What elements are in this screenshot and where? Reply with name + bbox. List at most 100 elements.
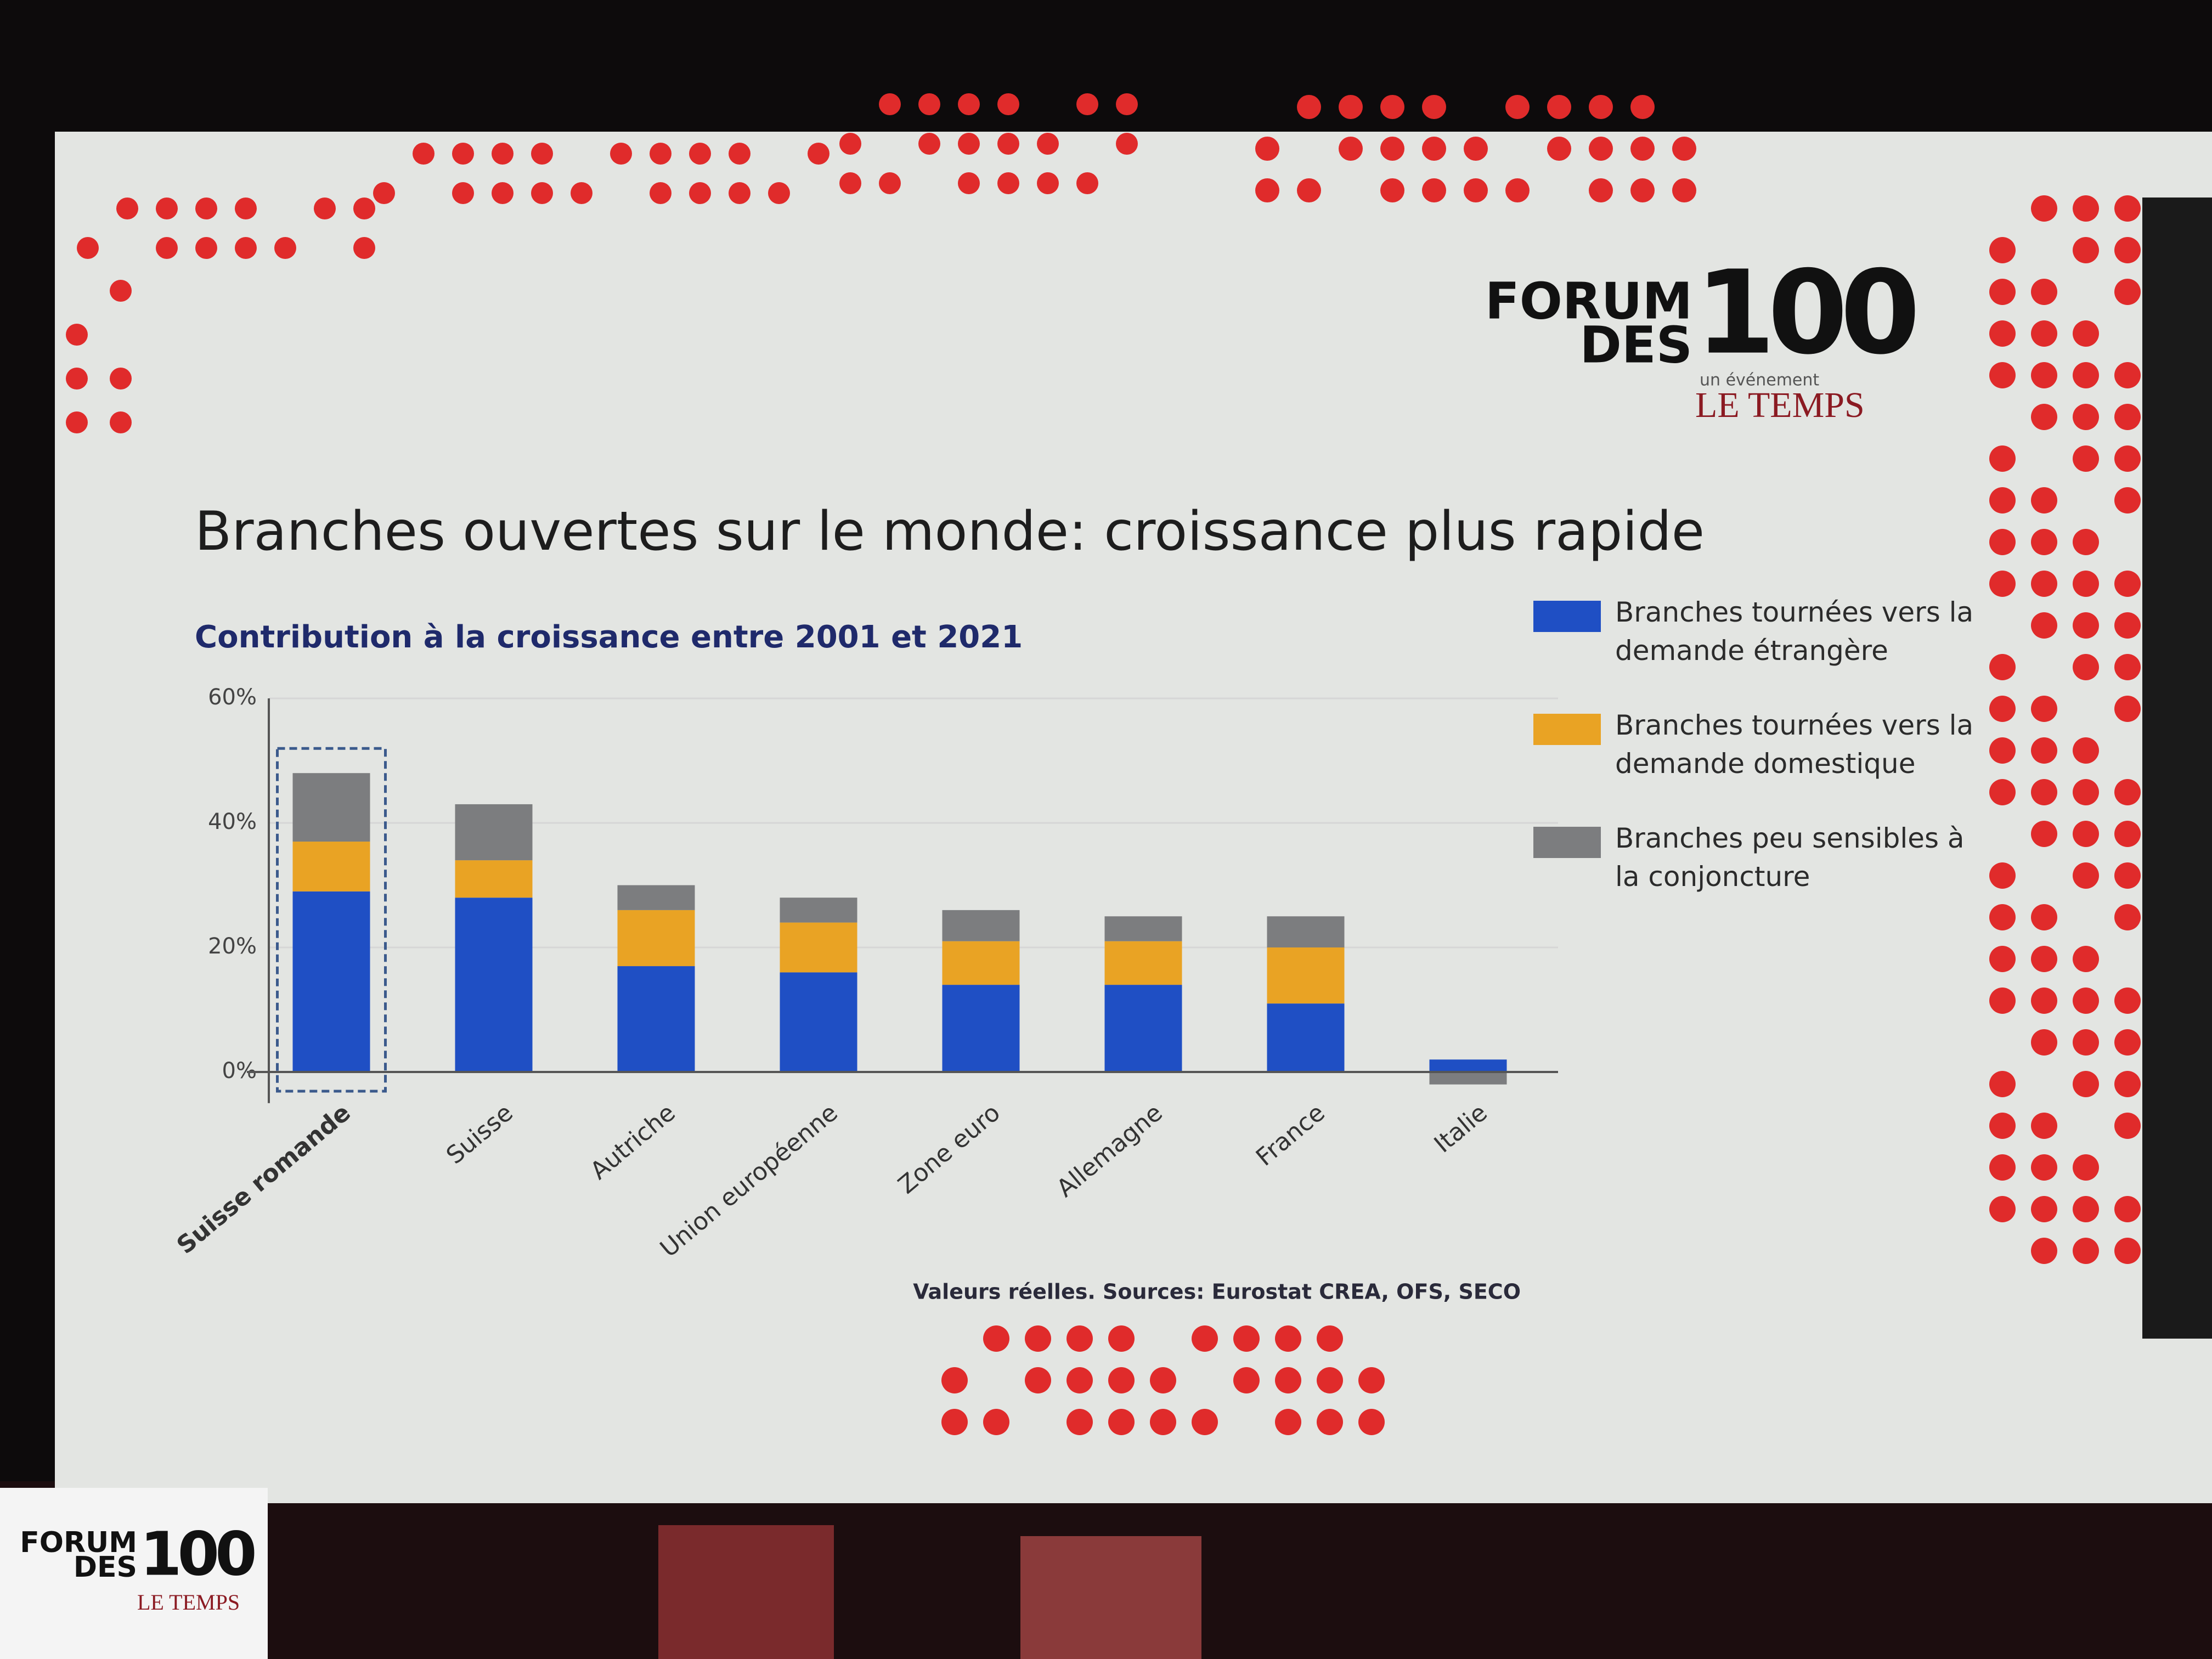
dot [66, 324, 88, 346]
bar-segment [292, 891, 370, 1072]
dot [274, 237, 296, 259]
dot [452, 182, 474, 204]
logo-tagline: un événement [1700, 371, 1819, 390]
dot [941, 1409, 968, 1435]
legend-swatch [1533, 827, 1601, 858]
dot [413, 143, 435, 165]
bar-segment [942, 941, 1020, 985]
bar-segment [1429, 1072, 1507, 1085]
bar-segment [455, 804, 533, 861]
dot [1547, 95, 1571, 119]
dot [1317, 1367, 1343, 1393]
dot [2031, 612, 2057, 639]
dot [1297, 95, 1321, 119]
legend-label: Branches tournées vers la demande domest… [1615, 709, 1974, 780]
dot [1547, 137, 1571, 161]
legend-swatch [1533, 714, 1601, 745]
dot [353, 237, 375, 259]
dot [110, 368, 132, 390]
dot [1066, 1325, 1093, 1352]
dot [1630, 178, 1655, 202]
dot [1989, 654, 2016, 680]
dot [997, 133, 1019, 155]
dot [1505, 95, 1530, 119]
dot [1108, 1409, 1135, 1435]
dot [839, 133, 861, 155]
dot [1275, 1367, 1301, 1393]
dot [2114, 237, 2141, 263]
dot [195, 237, 217, 259]
dot [918, 93, 940, 115]
dot [2073, 320, 2099, 347]
dot [2073, 946, 2099, 972]
dot [2073, 1029, 2099, 1056]
dot [2031, 1196, 2057, 1222]
logo-text: DES [1580, 315, 1692, 374]
dot [2031, 571, 2057, 597]
dot [2114, 571, 2141, 597]
y-tick-label: 20% [208, 934, 257, 959]
stage-logo-text: FORUM [20, 1526, 137, 1559]
dot [1672, 137, 1696, 161]
stage-logo-panel [0, 1488, 268, 1659]
dot [1989, 862, 2016, 889]
dot [1255, 137, 1279, 161]
dot [2114, 612, 2141, 639]
dot [492, 182, 514, 204]
dot [2114, 862, 2141, 889]
dot [2031, 487, 2057, 514]
dot [1989, 279, 2016, 305]
dot [2031, 904, 2057, 930]
dot [110, 411, 132, 433]
dot [1630, 95, 1655, 119]
dot [768, 182, 790, 204]
chart-subtitle: Contribution à la croissance entre 2001 … [195, 619, 1023, 655]
dot [2031, 1238, 2057, 1264]
dot [1989, 237, 2016, 263]
dot [1422, 95, 1446, 119]
side-panel [2142, 198, 2212, 1339]
dot [729, 182, 751, 204]
dot [1989, 362, 2016, 388]
dot [1192, 1409, 1218, 1435]
bar-segment [617, 910, 695, 967]
logo-brand: LE TEMPS [1695, 385, 1865, 425]
y-tick-label: 40% [208, 809, 257, 834]
dot [2031, 988, 2057, 1014]
dot [2114, 487, 2141, 514]
dot [571, 182, 592, 204]
dot [2031, 1154, 2057, 1181]
dot [2073, 362, 2099, 388]
stage-logo-text: DES [74, 1551, 137, 1584]
dot [1380, 137, 1404, 161]
dot [1380, 95, 1404, 119]
dot [2031, 779, 2057, 805]
dot [1589, 137, 1613, 161]
dot [1989, 320, 2016, 347]
dot [1989, 946, 2016, 972]
dot [1025, 1367, 1051, 1393]
slide [55, 132, 2212, 1503]
bar-segment [292, 842, 370, 891]
dot [2031, 404, 2057, 430]
dot [2073, 654, 2099, 680]
bar-segment [292, 773, 370, 842]
bar-segment [780, 972, 857, 1072]
bar-segment [780, 898, 857, 923]
dot [2073, 1196, 2099, 1222]
dot [2073, 862, 2099, 889]
dot [1589, 95, 1613, 119]
dot [1358, 1409, 1385, 1435]
dot [983, 1409, 1009, 1435]
dot [2073, 404, 2099, 430]
dot [1505, 178, 1530, 202]
dot [2073, 612, 2099, 639]
dot [2114, 445, 2141, 472]
dot [2114, 904, 2141, 930]
dot [2073, 445, 2099, 472]
dot [2114, 1071, 2141, 1097]
dot [353, 198, 375, 219]
dot [2073, 571, 2099, 597]
dot [1672, 178, 1696, 202]
dot [66, 368, 88, 390]
